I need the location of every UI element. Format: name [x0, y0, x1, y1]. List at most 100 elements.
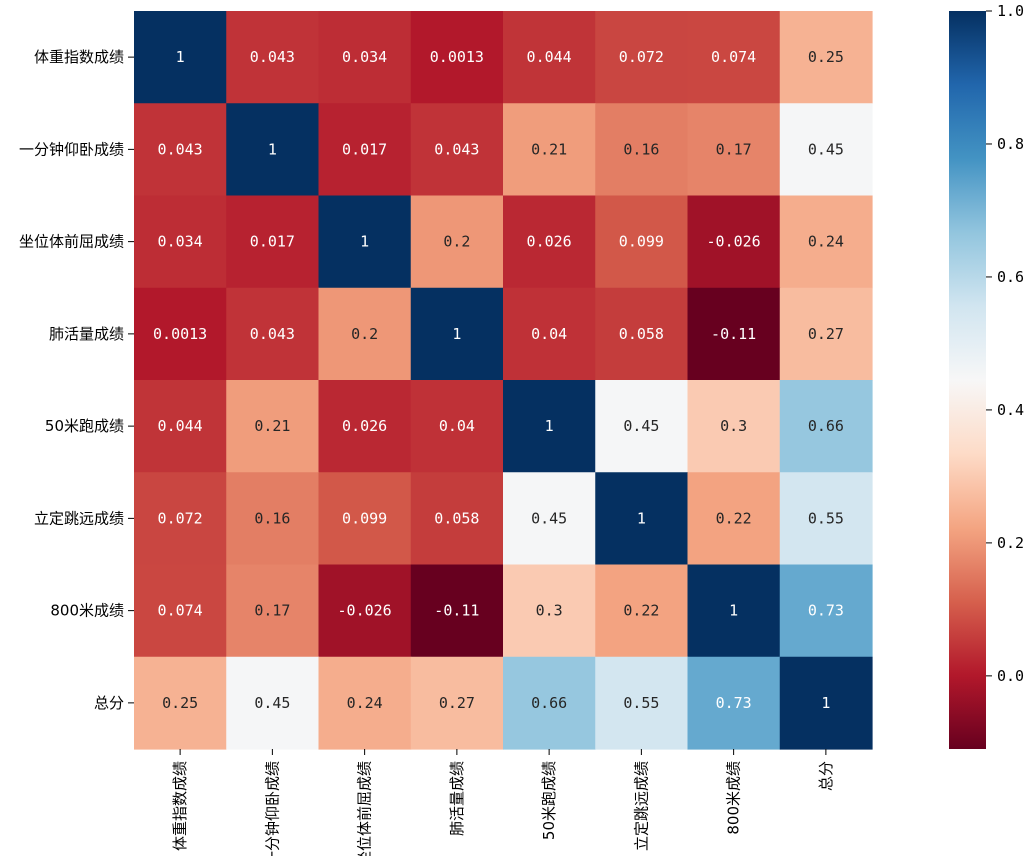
cell-annotation-r5-c4: 0.45 — [531, 509, 567, 527]
cell-annotation-r1-c3: 0.043 — [434, 140, 479, 158]
colorbar: 0.0 0.2 0.4 0.6 0.8 1.0 — [949, 2, 1024, 749]
heatmap-cell-r4-c2 — [318, 380, 412, 473]
cell-annotation-r1-c5: 0.16 — [623, 140, 659, 158]
colorbar-tick-label-1: 0.2 — [997, 534, 1024, 552]
heatmap-cell-r0-c2 — [318, 11, 412, 104]
cell-annotation-r5-c5: 1 — [637, 509, 646, 527]
cell-annotation-r3-c0: 0.0013 — [153, 325, 207, 343]
cell-annotation-r4-c5: 0.45 — [623, 417, 659, 435]
column-label-7: 总分 — [817, 761, 835, 791]
column-label-5: 立定跳远成绩 — [632, 761, 650, 851]
heatmap-cell-r1-c2 — [318, 103, 412, 197]
heatmap-cell-r7-c6 — [687, 656, 781, 750]
heatmap-cell-r0-c5 — [595, 11, 689, 104]
heatmap-cell-r1-c0 — [134, 103, 227, 197]
cell-annotation-r0-c6: 0.074 — [711, 48, 756, 66]
cell-annotation-r5-c1: 0.16 — [254, 509, 290, 527]
cell-annotation-r3-c7: 0.27 — [808, 325, 844, 343]
heatmap-cell-r5-c0 — [134, 472, 227, 566]
colorbar-tick-label-3: 0.6 — [997, 268, 1024, 286]
heatmap-cell-r1-c1 — [226, 103, 320, 197]
cell-annotation-r4-c7: 0.66 — [808, 417, 844, 435]
heatmap-cell-r2-c7 — [779, 195, 873, 289]
row-label-6: 800米成绩 — [50, 602, 124, 620]
heatmap-cell-r5-c3 — [410, 472, 504, 566]
heatmap-cell-r6-c4 — [503, 564, 596, 658]
heatmap-cell-r2-c6 — [687, 195, 781, 289]
heatmap-cell-r1-c4 — [503, 103, 596, 197]
heatmap-cell-r6-c3 — [410, 564, 504, 658]
cell-annotation-r7-c5: 0.55 — [623, 694, 659, 712]
cell-annotation-r6-c4: 0.3 — [536, 602, 563, 620]
row-label-1: 一分钟仰卧成绩 — [19, 140, 124, 158]
cell-annotation-r2-c4: 0.026 — [527, 233, 572, 251]
heatmap-cell-r0-c0 — [134, 11, 227, 104]
column-label-0: 体重指数成绩 — [171, 761, 189, 851]
heatmap-cell-r5-c1 — [226, 472, 320, 566]
cell-annotation-r0-c2: 0.034 — [342, 48, 387, 66]
heatmap-cell-r2-c2 — [318, 195, 412, 289]
heatmap-cell-r2-c5 — [595, 195, 689, 289]
cell-annotation-r1-c6: 0.17 — [716, 140, 752, 158]
cell-annotation-r1-c4: 0.21 — [531, 140, 567, 158]
colorbar-tick-label-5: 1.0 — [997, 2, 1024, 20]
heatmap-cell-r7-c3 — [410, 656, 504, 750]
cell-annotation-r1-c0: 0.043 — [158, 140, 203, 158]
heatmap-cell-r5-c7 — [779, 472, 873, 566]
row-label-3: 肺活量成绩 — [49, 325, 124, 343]
heatmap-cells — [134, 11, 873, 750]
cell-annotation-r7-c3: 0.27 — [439, 694, 475, 712]
cell-annotation-r3-c4: 0.04 — [531, 325, 567, 343]
cell-annotation-r1-c1: 1 — [268, 140, 277, 158]
heatmap-cell-r0-c4 — [503, 11, 596, 104]
cell-annotation-r2-c0: 0.034 — [158, 233, 203, 251]
column-label-2: 坐位体前屈成绩 — [356, 761, 374, 856]
heatmap-cell-r7-c4 — [503, 656, 596, 750]
heatmap-cell-r3-c1 — [226, 287, 320, 381]
heatmap-cell-r4-c4 — [503, 380, 596, 473]
heatmap-cell-r6-c2 — [318, 564, 412, 658]
cell-annotation-r0-c5: 0.072 — [619, 48, 664, 66]
cell-annotation-r2-c6: -0.026 — [707, 233, 761, 251]
cell-annotation-r1-c2: 0.017 — [342, 140, 387, 158]
heatmap-cell-r0-c1 — [226, 11, 320, 104]
cell-annotation-r0-c0: 1 — [176, 48, 185, 66]
heatmap-cell-r3-c3 — [410, 287, 504, 381]
cell-annotation-r2-c7: 0.24 — [808, 233, 844, 251]
heatmap-cell-r1-c7 — [779, 103, 873, 197]
cell-annotation-r5-c7: 0.55 — [808, 509, 844, 527]
heatmap-cell-r0-c7 — [779, 11, 873, 104]
cell-annotation-r7-c1: 0.45 — [254, 694, 290, 712]
cell-annotation-r4-c0: 0.044 — [158, 417, 203, 435]
cell-annotation-r6-c5: 0.22 — [623, 602, 659, 620]
heatmap-cell-r4-c3 — [410, 380, 504, 473]
row-label-0: 体重指数成绩 — [34, 48, 124, 66]
cell-annotation-r0-c3: 0.0013 — [430, 48, 484, 66]
heatmap-cell-r7-c7 — [779, 656, 873, 750]
heatmap-cell-r1-c5 — [595, 103, 689, 197]
cell-annotation-r2-c5: 0.099 — [619, 233, 664, 251]
colorbar-tick-label-2: 0.4 — [997, 401, 1024, 419]
heatmap-cell-r7-c0 — [134, 656, 227, 750]
heatmap-cell-r0-c3 — [410, 11, 504, 104]
heatmap-cell-r3-c2 — [318, 287, 412, 381]
heatmap-cell-r4-c5 — [595, 380, 689, 473]
cell-annotation-r6-c3: -0.11 — [434, 602, 479, 620]
column-labels: 体重指数成绩 一分钟仰卧成绩 坐位体前屈成绩 肺活量成绩 50米跑成绩 立定跳远成绩 800… — [171, 749, 835, 856]
cell-annotation-r6-c7: 0.73 — [808, 602, 844, 620]
cell-annotation-r2-c2: 1 — [360, 233, 369, 251]
heatmap-cell-r1-c6 — [687, 103, 781, 197]
cell-annotation-r4-c6: 0.3 — [720, 417, 747, 435]
cell-annotation-r6-c2: -0.026 — [338, 602, 392, 620]
heatmap-cell-r3-c5 — [595, 287, 689, 381]
row-label-4: 50米跑成绩 — [45, 417, 124, 435]
heatmap-cell-r4-c6 — [687, 380, 781, 473]
colorbar-tick-label-4: 0.8 — [997, 135, 1024, 153]
heatmap-cell-r6-c6 — [687, 564, 781, 658]
heatmap-cell-r3-c0 — [134, 287, 227, 381]
cell-annotation-r3-c1: 0.043 — [250, 325, 295, 343]
heatmap-cell-r4-c0 — [134, 380, 227, 473]
row-label-2: 坐位体前屈成绩 — [19, 233, 124, 251]
